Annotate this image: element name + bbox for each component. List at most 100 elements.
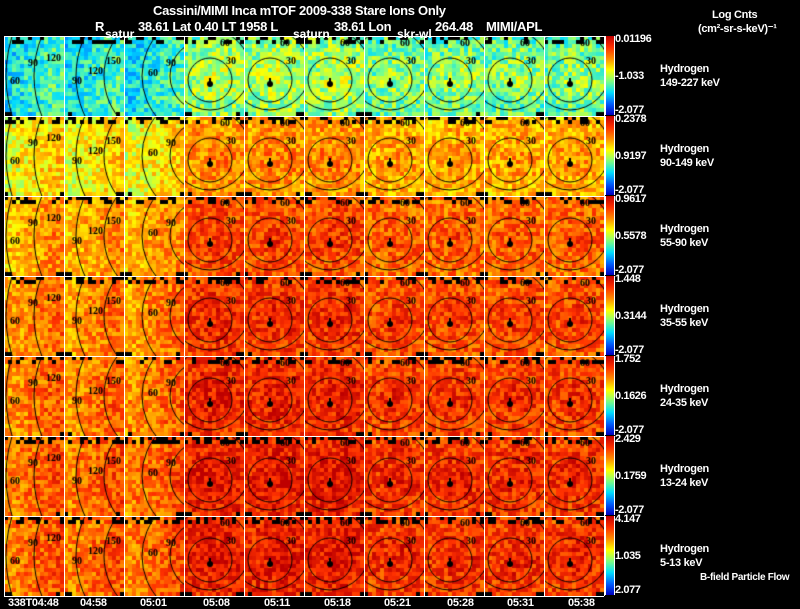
grid-divider xyxy=(124,36,125,596)
heatmap-panel xyxy=(4,356,64,436)
grid-divider xyxy=(244,36,245,596)
heatmap-panel xyxy=(484,36,544,116)
grid-divider xyxy=(4,276,604,277)
colorbar-min-label: -2.077 xyxy=(615,344,644,356)
grid-divider xyxy=(184,36,185,596)
time-tick-label: 05:28 xyxy=(447,597,474,609)
heatmap-canvas xyxy=(424,276,484,356)
heatmap-panel xyxy=(184,116,244,196)
heatmap-canvas xyxy=(124,116,184,196)
heatmap-panel xyxy=(304,356,364,436)
heatmap-panel xyxy=(64,356,124,436)
heatmap-panel xyxy=(4,196,64,276)
grid-divider xyxy=(4,116,604,117)
grid-divider xyxy=(4,436,604,437)
heatmap-panel xyxy=(424,36,484,116)
heatmap-canvas xyxy=(364,36,424,116)
heatmap-panel xyxy=(304,436,364,516)
colorbar-max-label: 0.01196 xyxy=(615,33,652,45)
heatmap-panel xyxy=(304,36,364,116)
colorbar xyxy=(605,36,615,115)
grid-divider xyxy=(604,36,605,596)
heatmap-panel xyxy=(124,356,184,436)
heatmap-panel xyxy=(244,116,304,196)
heatmap-panel xyxy=(424,196,484,276)
lon-label: 38.61 Lon xyxy=(334,19,392,34)
heatmap-canvas xyxy=(184,516,244,596)
heatmap-canvas xyxy=(64,196,124,276)
heatmap-panel xyxy=(64,116,124,196)
heatmap-canvas xyxy=(244,116,304,196)
heatmap-panel xyxy=(424,116,484,196)
heatmap-canvas xyxy=(484,356,544,436)
channel-energy-label: 35-55 keV xyxy=(660,317,709,329)
heatmap-panel xyxy=(64,436,124,516)
heatmap-canvas xyxy=(304,436,364,516)
colorbar-max-label: 1.752 xyxy=(615,353,641,365)
heatmap-panel xyxy=(244,36,304,116)
heatmap-panel xyxy=(64,276,124,356)
channel-species-label: Hydrogen xyxy=(660,543,709,555)
units-label-line2: (cm²-sr-s-keV)⁻¹ xyxy=(698,23,777,35)
colorbar-max-label: 2.429 xyxy=(615,433,641,445)
heatmap-panel xyxy=(124,116,184,196)
channel-energy-label: 5-13 keV xyxy=(660,557,703,569)
heatmap-canvas xyxy=(184,116,244,196)
heatmap-canvas xyxy=(184,356,244,436)
grid-divider xyxy=(484,36,485,596)
heatmap-panel xyxy=(184,196,244,276)
heatmap-panel xyxy=(124,276,184,356)
heatmap-panel xyxy=(184,356,244,436)
heatmap-panel xyxy=(484,196,544,276)
institution-label: MIMI/APL xyxy=(486,19,543,34)
colorbar-mid-label: 0.5578 xyxy=(615,230,647,242)
heatmap-canvas xyxy=(484,276,544,356)
heatmap-panel xyxy=(124,516,184,596)
heatmap-panel xyxy=(424,276,484,356)
heatmap-panel xyxy=(304,116,364,196)
heatmap-canvas xyxy=(4,36,64,116)
heatmap-canvas xyxy=(244,356,304,436)
colorbar-min-label: -2.077 xyxy=(615,504,644,516)
channel-energy-label: 90-149 keV xyxy=(660,157,714,169)
channel-species-label: Hydrogen xyxy=(660,463,709,475)
heatmap-canvas xyxy=(484,116,544,196)
heatmap-canvas xyxy=(424,436,484,516)
heatmap-canvas xyxy=(424,356,484,436)
heatmap-canvas xyxy=(124,516,184,596)
lon-value: 264.48 xyxy=(435,19,473,34)
heatmap-canvas xyxy=(544,196,604,276)
heatmap-panel xyxy=(124,196,184,276)
colorbar-max-label: 4.147 xyxy=(615,513,641,525)
channel-species-label: Hydrogen xyxy=(660,303,709,315)
colorbar-mid-label: 0.3144 xyxy=(615,310,647,322)
heatmap-canvas xyxy=(544,356,604,436)
grid-divider xyxy=(4,596,604,597)
colorbar-min-label: -2.077 xyxy=(615,104,644,116)
heatmap-canvas xyxy=(544,36,604,116)
heatmap-panel xyxy=(304,516,364,596)
colorbar-mid-label: -1.033 xyxy=(615,70,644,82)
channel-energy-label: 24-35 keV xyxy=(660,397,709,409)
heatmap-panel xyxy=(304,196,364,276)
heatmap-panel xyxy=(364,196,424,276)
heatmap-grid xyxy=(4,36,605,597)
heatmap-canvas xyxy=(4,276,64,356)
grid-divider xyxy=(4,36,604,37)
heatmap-canvas xyxy=(424,516,484,596)
heatmap-panel xyxy=(4,116,64,196)
heatmap-panel xyxy=(484,116,544,196)
grid-divider xyxy=(4,516,604,517)
heatmap-canvas xyxy=(304,36,364,116)
colorbar-min-label: -2.077 xyxy=(615,184,644,196)
colorbar xyxy=(605,516,615,595)
heatmap-canvas xyxy=(184,436,244,516)
overlay-label-satur: satur xyxy=(105,27,135,41)
r-label: R xyxy=(95,19,105,34)
grid-divider xyxy=(364,36,365,596)
heatmap-panel xyxy=(364,36,424,116)
channel-energy-label: 149-227 keV xyxy=(660,77,720,89)
heatmap-canvas xyxy=(4,116,64,196)
heatmap-canvas xyxy=(484,436,544,516)
heatmap-canvas xyxy=(364,516,424,596)
